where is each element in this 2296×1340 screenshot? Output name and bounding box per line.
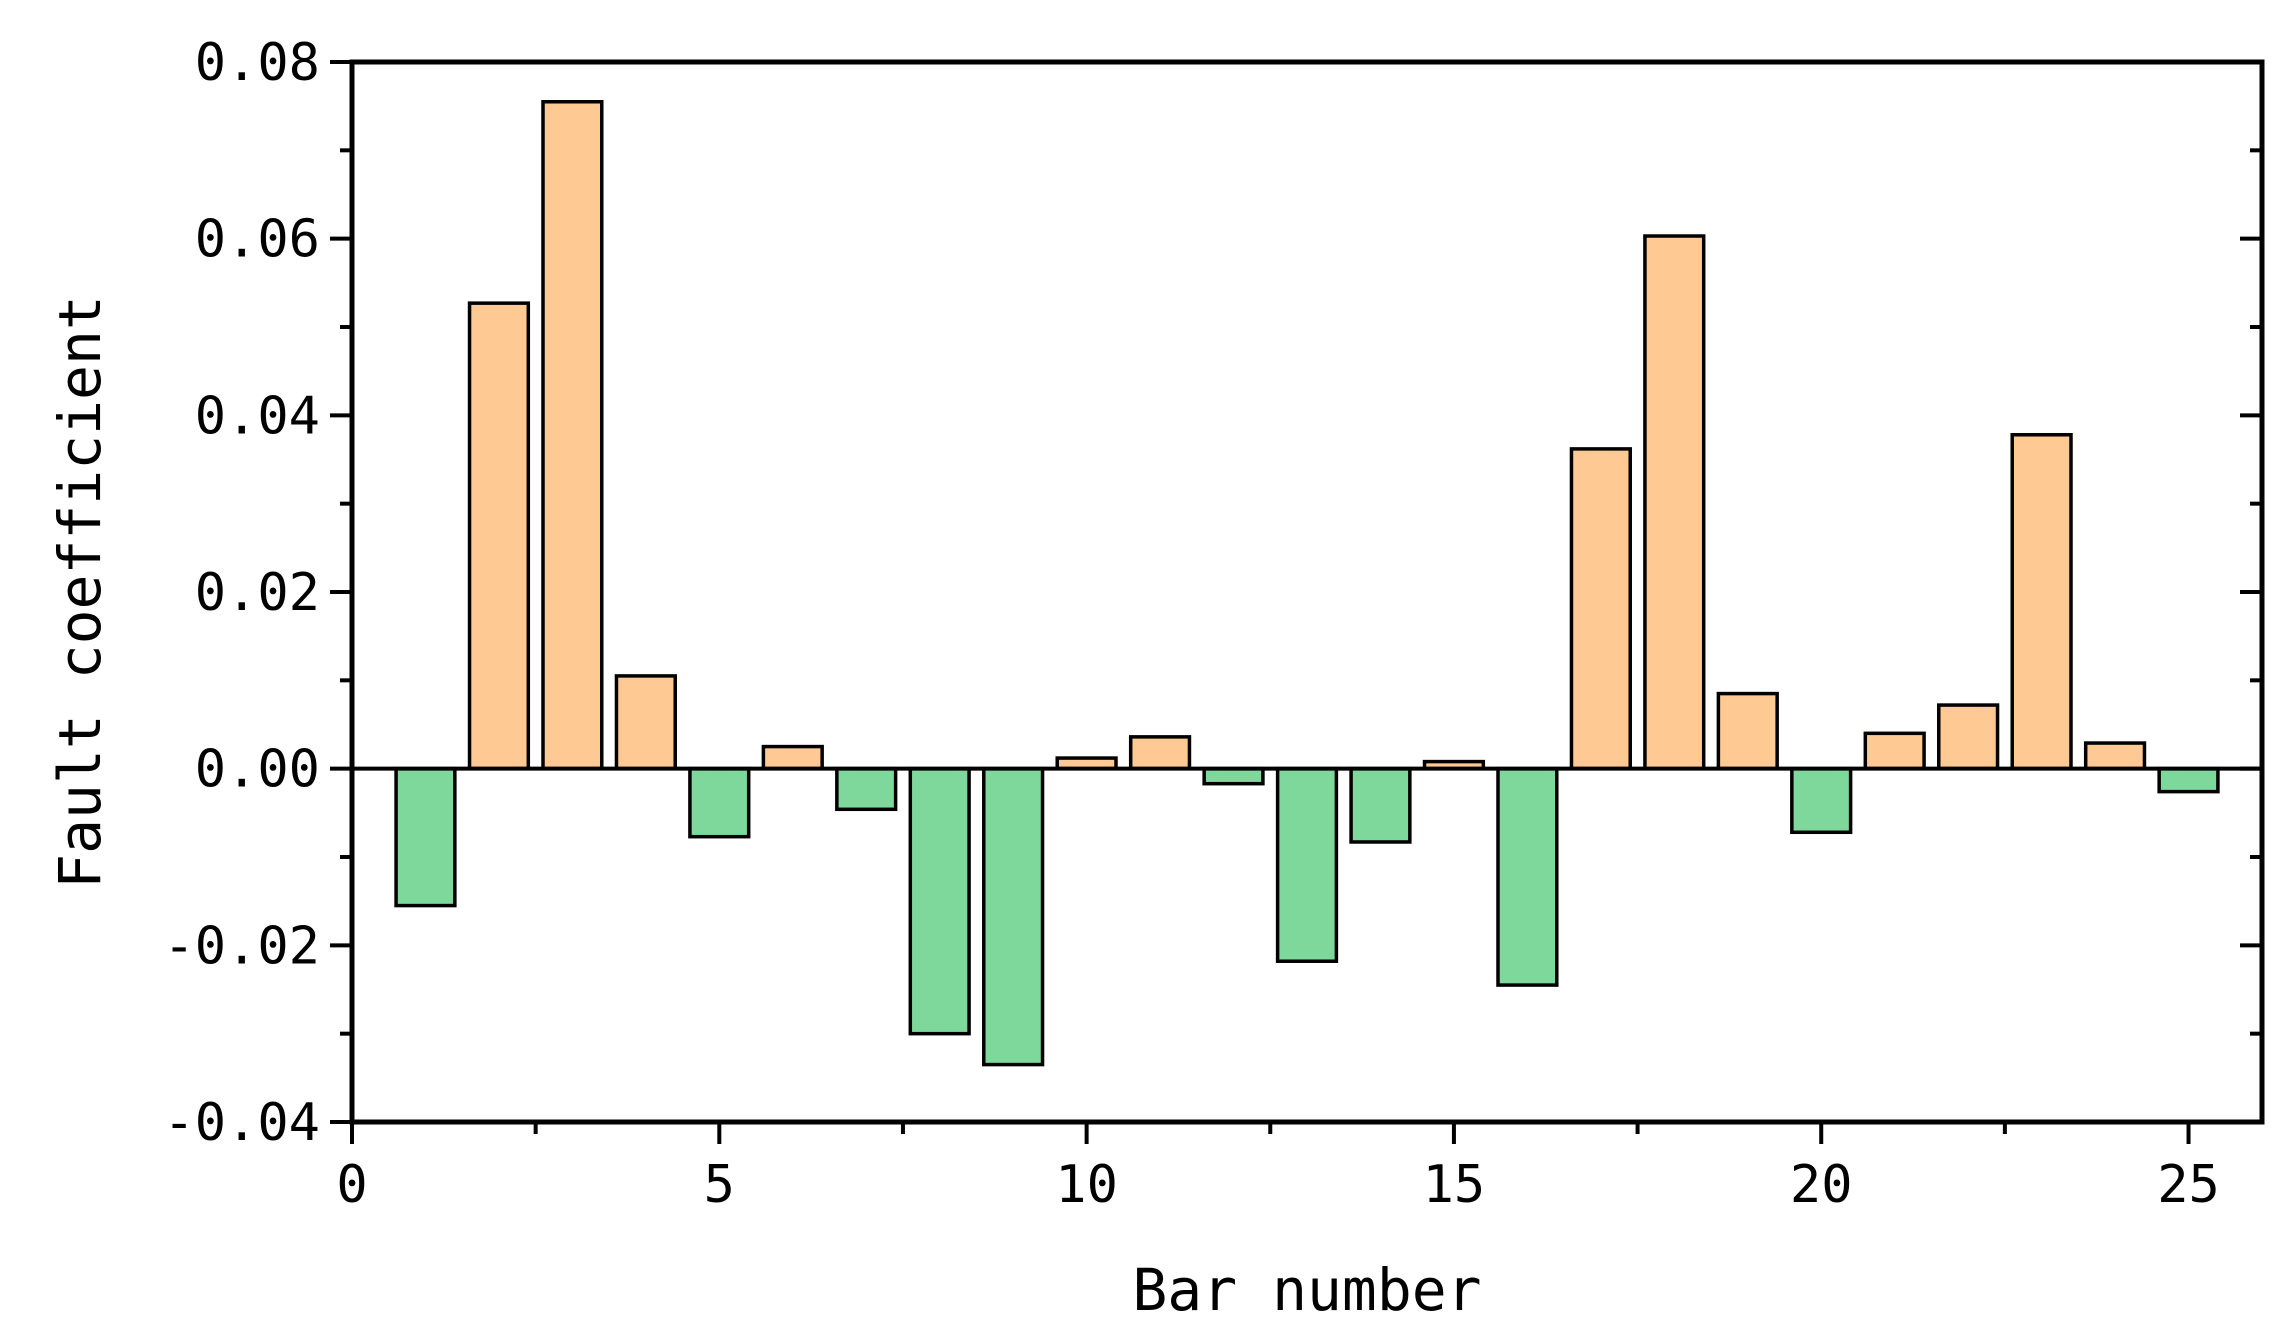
bar-3 (541, 100, 604, 771)
y-tick-label-0: -0.04 (163, 1093, 320, 1153)
bar-13 (1275, 766, 1339, 963)
bar-23 (2010, 433, 2073, 771)
y-tick-label-2: 0.00 (195, 740, 320, 800)
bar-16 (1496, 766, 1559, 987)
bars-group (394, 100, 2220, 1067)
bar-20 (1790, 766, 1853, 835)
bar-8 (908, 766, 971, 1036)
bar-12 (1202, 766, 1265, 786)
y-tick-label-1: -0.02 (163, 916, 320, 976)
bar-7 (835, 766, 898, 812)
bar-22 (1937, 703, 2000, 771)
bar-2 (467, 301, 531, 771)
x-axis-tick-labels: 0 5 10 15 20 25 (336, 1155, 2220, 1215)
x-tick-label-15: 15 (1423, 1155, 1486, 1215)
x-tick-label-0: 0 (336, 1155, 367, 1215)
bar-11 (1128, 735, 1192, 771)
bar-14 (1349, 766, 1412, 844)
y-axis-ticks (330, 60, 2262, 1124)
bar-17 (1569, 447, 1632, 771)
bar-24 (2083, 741, 2147, 771)
x-axis-ticks (350, 1122, 2191, 1144)
y-tick-label-6: 0.08 (195, 33, 320, 93)
bar-21 (1863, 731, 1926, 771)
y-tick-label-5: 0.06 (195, 210, 320, 270)
x-tick-label-25: 25 (2157, 1155, 2220, 1215)
bar-1 (394, 766, 457, 908)
x-tick-label-20: 20 (1790, 1155, 1853, 1215)
x-tick-label-10: 10 (1055, 1155, 1118, 1215)
x-tick-label-5: 5 (704, 1155, 735, 1215)
x-axis-title: Bar number (1132, 1256, 1481, 1324)
bar-25 (2157, 766, 2220, 794)
y-axis-tick-labels: -0.04 -0.02 0.00 0.02 0.04 0.06 0.08 (163, 33, 320, 1153)
bar-4 (614, 674, 677, 771)
bar-9 (982, 766, 1045, 1067)
bar-18 (1643, 234, 1706, 771)
y-tick-label-4: 0.04 (195, 386, 320, 446)
y-axis-title: Fault coefficient (46, 295, 114, 889)
bar-6 (761, 744, 824, 771)
bar-19 (1716, 691, 1779, 771)
bar-5 (688, 766, 751, 839)
y-tick-label-3: 0.02 (195, 563, 320, 623)
